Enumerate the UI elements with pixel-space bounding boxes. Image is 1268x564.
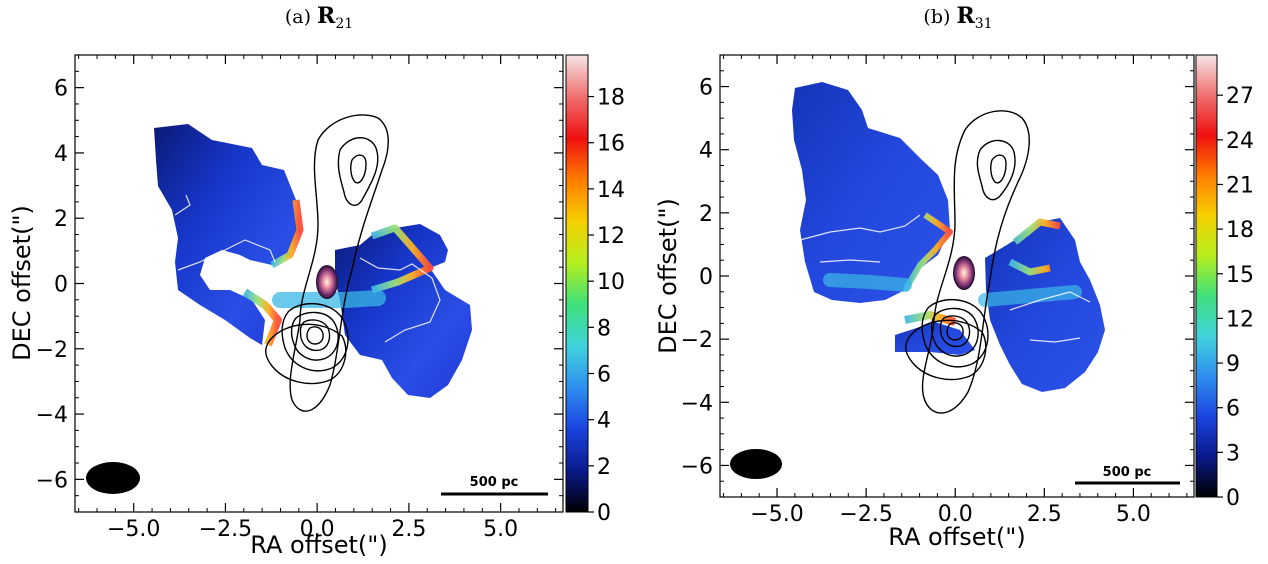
panel-b-ytick-label: −6 <box>681 454 713 479</box>
panel-a-ylabel: DEC offset(") <box>8 205 36 361</box>
panel-b-xtick-label: 2.5 <box>1027 502 1062 527</box>
panel-b-colorbar-tick-label: 21 <box>1226 173 1254 198</box>
panel-b-inner-contour <box>799 214 1091 343</box>
panel-a-colorbar-tick-label: 4 <box>597 409 611 434</box>
panel-a-ytick-label: −2 <box>36 338 68 363</box>
panel-b-colorbar-ticks: 0 3 6 9 12 15 18 21 24 27 <box>1217 84 1254 511</box>
panel-b-colorbar-tick-label: 9 <box>1226 352 1240 377</box>
panel-a-colorbar-tick-label: 14 <box>597 178 625 203</box>
panel-b-ytick-label: −2 <box>681 328 713 353</box>
panel-b-cyan-band <box>823 273 1082 307</box>
panel-a-beam <box>86 462 140 494</box>
panel-b-emission-region <box>792 82 950 303</box>
panel-b-scale-bar-label: 500 pc <box>1103 465 1152 480</box>
panel-b-rim-west <box>902 212 953 292</box>
panel-a-rim-south <box>242 288 282 347</box>
panel-a-colorbar-tick-label: 8 <box>597 316 611 341</box>
panel-a-contours <box>265 114 389 412</box>
panel-b-map: 500 pc <box>730 82 1180 485</box>
panel-b-ytick-label: 6 <box>699 76 713 101</box>
panel-a-xtick-label: −2.5 <box>199 517 252 542</box>
panel-b-colorbar-tick-label: 0 <box>1226 486 1240 511</box>
panel-b-colorbar-tick-label: 6 <box>1226 397 1240 422</box>
panel-b-xtick-label: −5.0 <box>750 502 803 527</box>
panel-b-beam <box>730 449 782 479</box>
panel-b-contours <box>905 110 1030 414</box>
panel-a-ytick-label: −6 <box>36 468 68 493</box>
panel-a-colorbar-tick-label: 6 <box>597 363 611 388</box>
panel-a-ytick-label: 0 <box>54 273 68 298</box>
panel-a-colorbar-tick-label: 18 <box>597 86 625 111</box>
panel-a-colorbar-ticks: 0 2 4 6 8 10 12 14 16 18 <box>588 86 625 526</box>
panel-b-colorbar-tick-label: 3 <box>1226 441 1240 466</box>
panel-b: (b) R31 500 pc <box>654 3 1254 551</box>
panel-a-colorbar-tick-label: 0 <box>597 501 611 526</box>
panel-a-title: (a) R21 <box>285 3 353 32</box>
panel-a-rim-west <box>270 199 304 269</box>
panel-b-colorbar-tick-label: 15 <box>1226 263 1254 288</box>
panel-a-ticks: −5.0 −2.5 0.0 2.5 5.0 6 4 2 0 −2 −4 −6 <box>36 54 563 542</box>
panel-b-emission-region-south <box>895 322 975 355</box>
panel-a-emission-region-east <box>335 224 472 398</box>
panel-a-xlabel: RA offset(") <box>250 531 387 559</box>
panel-a-inner-contour <box>174 194 441 343</box>
panel-a-ytick-label: 4 <box>54 142 68 167</box>
panel-b-xtick-label: 5.0 <box>1116 502 1151 527</box>
panel-a: (a) R21 <box>8 3 625 559</box>
panel-b-ytick-label: 2 <box>699 202 713 227</box>
panel-b-colorbar <box>1195 54 1218 498</box>
panel-b-title: (b) R31 <box>923 3 992 32</box>
panel-b-ylabel: DEC offset(") <box>654 198 682 354</box>
panel-a-emission-region <box>154 124 300 345</box>
panel-b-ticks: −5.0 −2.5 0.0 2.5 5.0 6 4 2 0 −2 −4 −6 <box>681 54 1194 527</box>
panel-b-colorbar-tick-label: 27 <box>1226 84 1254 109</box>
panel-b-colorbar-tick-label: 12 <box>1226 307 1254 332</box>
panel-a-colorbar-tick-label: 2 <box>597 455 611 480</box>
panel-b-xlabel: RA offset(") <box>888 523 1025 551</box>
panel-a-xtick-label: 5.0 <box>483 517 518 542</box>
panel-a-ytick-label: 2 <box>54 207 68 232</box>
panel-a-xtick-label: 0.0 <box>300 517 335 542</box>
panel-a-xtick-label: 2.5 <box>391 517 426 542</box>
panel-a-colorbar-tick-label: 12 <box>597 224 625 249</box>
panel-b-core <box>953 256 975 290</box>
panel-a-ytick-label: −4 <box>36 403 68 428</box>
panel-b-rim-east <box>1008 218 1061 276</box>
panel-b-xtick-label: −2.5 <box>839 502 892 527</box>
panel-a-rim-east <box>370 224 434 294</box>
panel-a-colorbar <box>565 54 589 513</box>
panel-b-colorbar-tick-label: 24 <box>1226 129 1254 154</box>
panel-b-colorbar-tick-label: 18 <box>1226 218 1254 243</box>
panel-a-ytick-label: 6 <box>54 77 68 102</box>
panel-b-ytick-label: 0 <box>699 265 713 290</box>
panel-a-colorbar-tick-label: 16 <box>597 132 625 157</box>
panel-a-scale-bar-label: 500 pc <box>470 475 519 490</box>
panel-a-map: 500 pc <box>86 114 548 496</box>
panel-a-cyan-band <box>272 290 386 308</box>
panel-b-xtick-label: 0.0 <box>938 502 973 527</box>
panel-a-core <box>316 265 338 299</box>
panel-b-ytick-label: 4 <box>699 139 713 164</box>
panel-a-colorbar-tick-label: 10 <box>597 270 625 295</box>
panel-a-xtick-label: −5.0 <box>107 517 160 542</box>
panel-b-ytick-label: −4 <box>681 391 713 416</box>
